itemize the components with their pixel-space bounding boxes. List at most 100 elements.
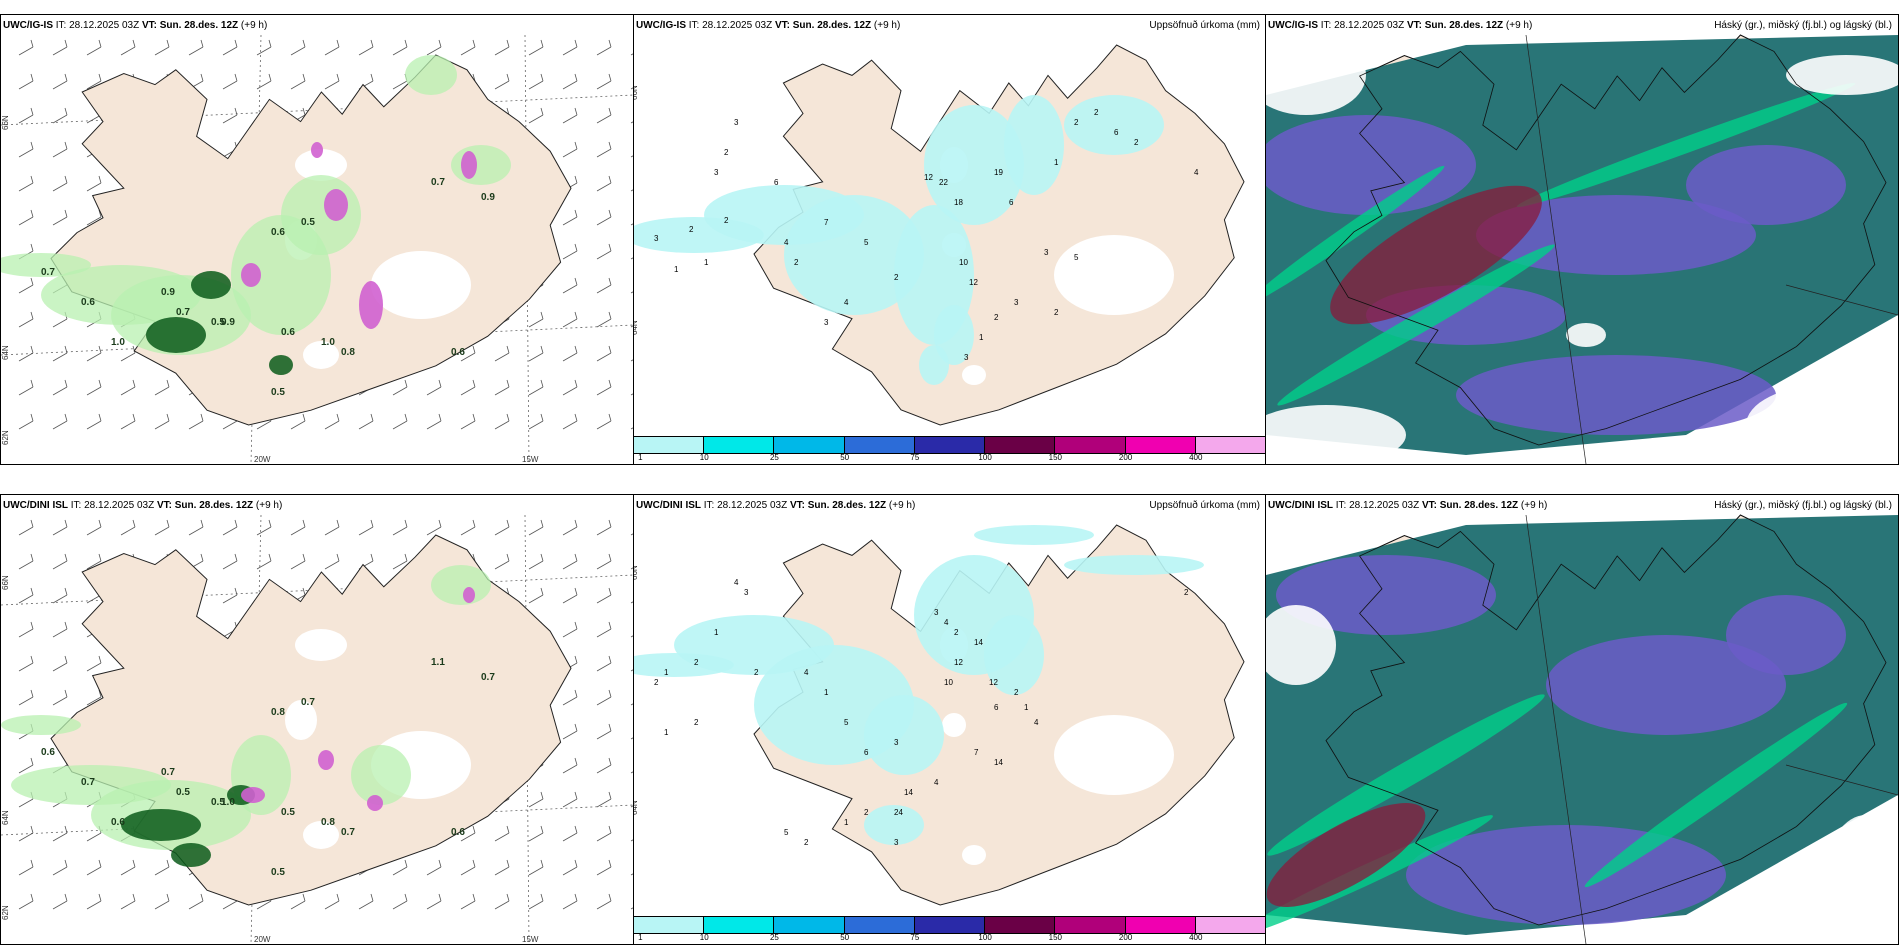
wind-barb [528,379,544,396]
precip-area [1004,95,1064,195]
precip-value-label: 14 [994,758,1003,767]
wind-barb [86,519,102,536]
glacier [303,821,339,849]
wind-barb [86,859,102,876]
colorbar-tick-label: 200 [1118,453,1133,462]
wind-barb [18,413,34,430]
precip-value-label: 5 [784,828,789,837]
wind-barb [290,893,306,910]
precip-value-label: 2 [894,273,899,282]
gust-value-label: 0.6 [41,747,55,758]
wind-barb [188,413,204,430]
colorbar-swatch [985,917,1056,933]
wind-barb [562,859,578,876]
wind-barb [596,311,612,328]
clear-sky-area [1266,35,1366,115]
low-cloud-band [1516,82,1856,208]
precip-value-label: 3 [744,588,749,597]
wind-barb [358,413,374,430]
lat-label: 66N [1,575,10,590]
colorbar-swatch [1125,437,1196,453]
wind-barb [562,757,578,774]
colorbar-tick-label: 10 [699,453,709,462]
wind-barb [18,689,34,706]
precip-map-panel-row2: UWC/DINI ISL IT: 28.12.2025 03Z VT: Sun.… [633,494,1267,945]
wind-barb [562,413,578,430]
wind-barb [562,107,578,124]
wind-barb [52,141,68,158]
wind-barb [222,107,238,124]
wind-barb [52,893,68,910]
precip-value-label: 1 [664,668,669,677]
gust-area-light [281,175,361,255]
wind-barb [460,39,476,56]
colorbar-swatch [985,437,1056,453]
precip-value-label: 4 [844,298,849,307]
wind-barb [86,655,102,672]
colorbar-swatch [634,917,705,933]
wind-barb [494,345,510,362]
gust-value-label: 0.5 [176,787,190,798]
wind-barb [528,893,544,910]
wind-barb [494,553,510,570]
wind-barb [52,689,68,706]
gust-value-label: 0.8 [321,817,335,828]
gust-value-label: 1.0 [321,337,335,348]
wind-barb [426,519,442,536]
wind-barb [18,311,34,328]
gust-value-label: 0.5 [271,867,285,878]
colorbar-swatch [1195,437,1266,453]
coastline [1325,514,1887,926]
glacier [303,341,339,369]
low-cloud-band [1266,165,1445,305]
wind-barb [426,379,442,396]
gust-area-peak [241,263,261,287]
wind-barb [562,791,578,808]
wind-barb [324,39,340,56]
precip-area [864,695,944,775]
gridline [250,514,262,944]
cloud-title: Háský (gr.), miðský (fj.bl.) og lágský (… [1714,500,1892,511]
wind-barb [52,107,68,124]
wind-barb [86,893,102,910]
colorbar-labels: 1 10 25 50 75 100 150 200 400 [634,933,1266,943]
lon-label: 15W [522,935,539,944]
gust-value-label: 0.6 [451,827,465,838]
wind-barb [494,893,510,910]
colorbar-tick-label: 75 [910,933,920,942]
wind-barb [86,553,102,570]
wind-barb [392,859,408,876]
precip-value-label: 5 [864,238,869,247]
gust-value-label: 0.7 [481,672,495,683]
wind-barb [596,587,612,604]
precip-value-label: 4 [734,578,739,587]
wind-barb [86,73,102,90]
wind-barb [86,209,102,226]
wind-barb [18,175,34,192]
wind-barb [52,73,68,90]
gust-area-light [405,55,457,95]
precip-title: Uppsöfnuð úrkoma (mm) [1149,500,1260,511]
precip-area [1064,555,1204,575]
gust-value-label: 0.7 [176,307,190,318]
wind-barb [358,39,374,56]
precip-value-label: 1 [664,728,669,737]
precip-value-label: 19 [994,168,1003,177]
wind-map-panel-row1: UWC/IG-IS IT: 28.12.2025 03Z VT: Sun. 28… [0,14,635,465]
wind-barb [188,893,204,910]
wind-barb [52,655,68,672]
glacier [1054,235,1174,315]
wind-barb [528,73,544,90]
glacier [295,629,347,661]
wind-barb [460,379,476,396]
glacier [285,700,317,740]
gust-value-label: 0.6 [281,327,295,338]
precip-value-label: 2 [754,668,759,677]
wind-barb [154,413,170,430]
colorbar-tick-label: 25 [769,933,779,942]
wind-barb [562,345,578,362]
precip-area [864,805,924,845]
precip-value-label: 1 [844,818,849,827]
wind-barb [528,519,544,536]
glacier [1054,715,1174,795]
